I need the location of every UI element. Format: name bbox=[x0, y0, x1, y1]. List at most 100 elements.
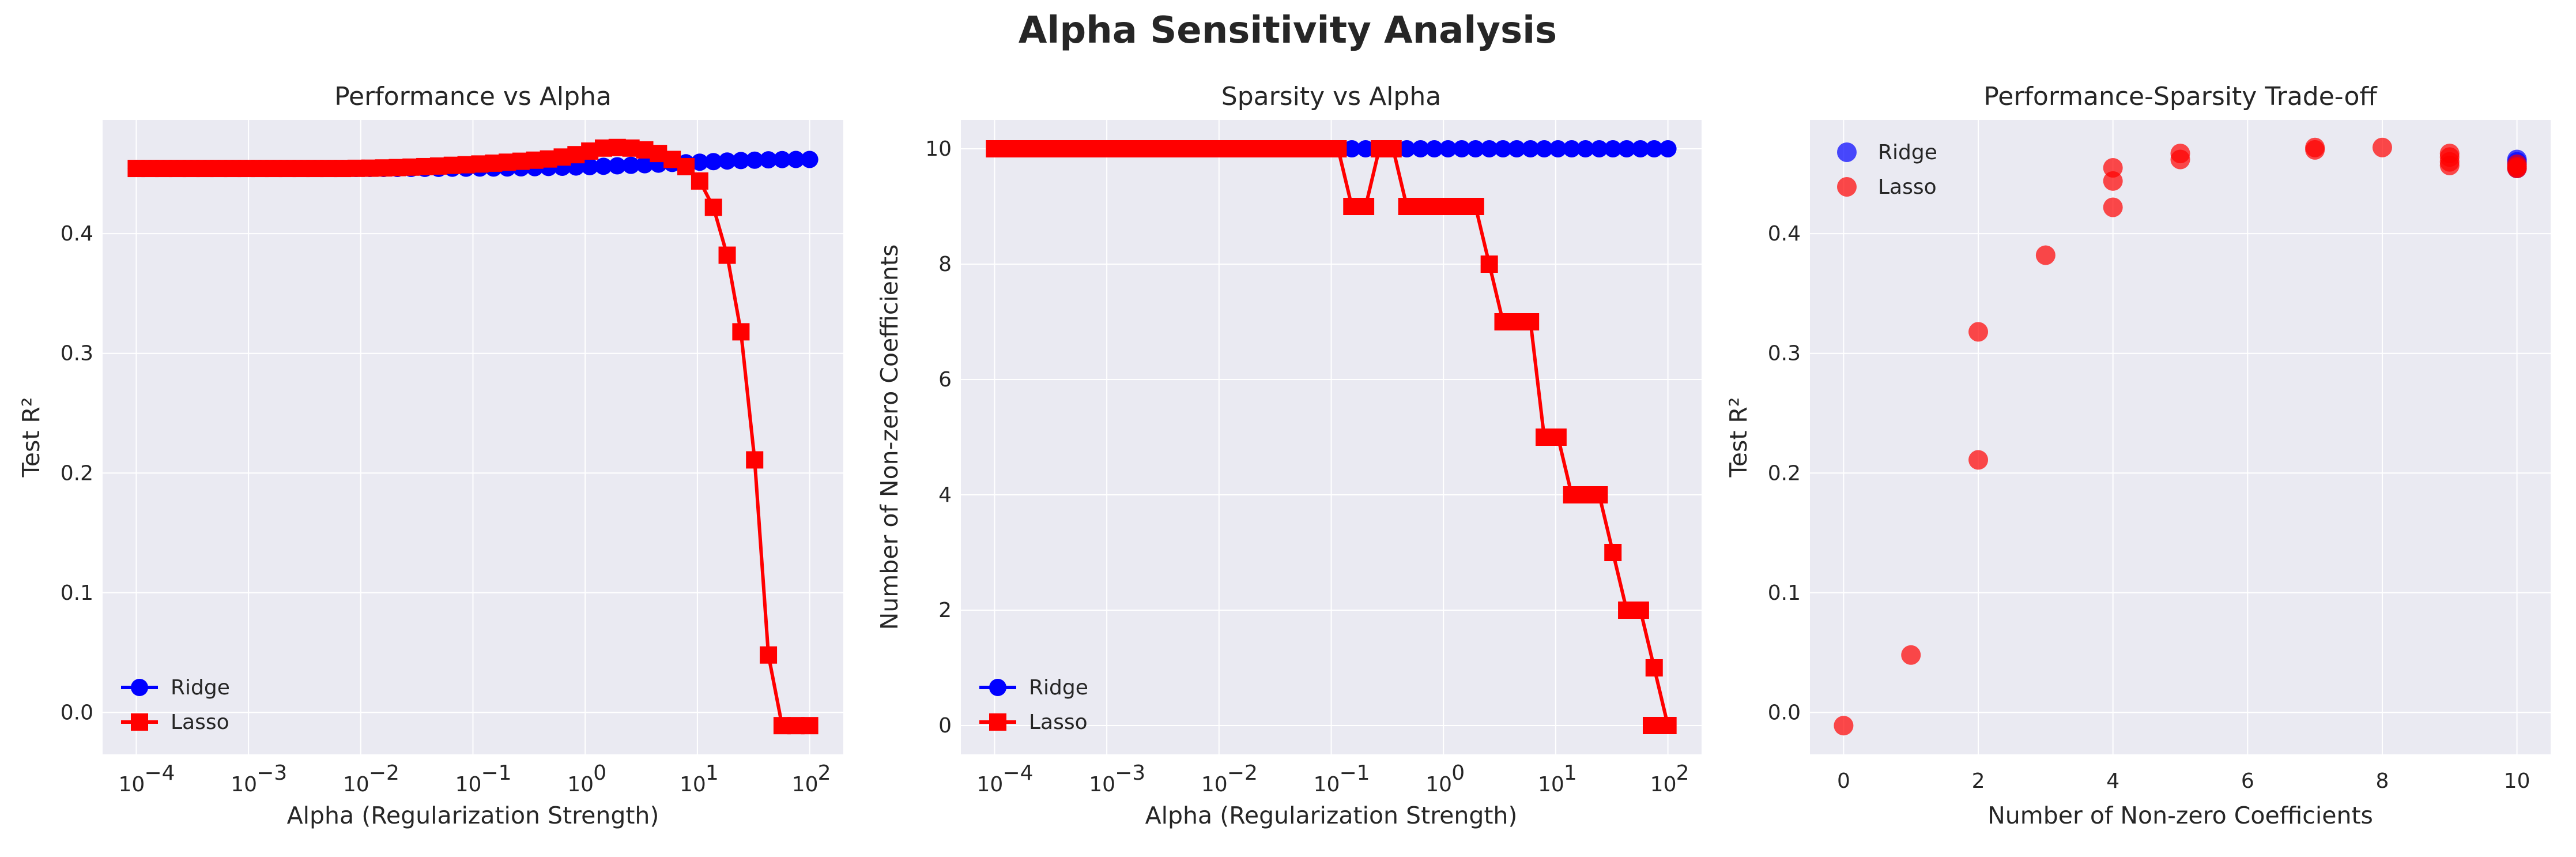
x-tick-label: 10 bbox=[1650, 773, 1677, 796]
legend-label: Ridge bbox=[1878, 141, 1937, 164]
point-lasso bbox=[746, 451, 764, 469]
x-tick-label: 10 bbox=[567, 773, 594, 796]
panel-title: Sparsity vs Alpha bbox=[1221, 82, 1441, 111]
point-lasso bbox=[732, 323, 750, 341]
x-tick-label: 8 bbox=[2376, 769, 2389, 793]
y-tick-label: 0.1 bbox=[61, 581, 93, 605]
x-axis-label: Number of Non-zero Coefficients bbox=[1987, 802, 2373, 829]
x-tick-label: 10 bbox=[1314, 773, 1340, 796]
point-ridge bbox=[594, 157, 612, 175]
point-lasso bbox=[691, 172, 708, 190]
point-lasso bbox=[2305, 140, 2325, 160]
point-ridge bbox=[1412, 140, 1430, 157]
point-ridge bbox=[1508, 140, 1526, 157]
point-ridge bbox=[760, 151, 778, 169]
x-tick-label: 10 bbox=[2504, 769, 2530, 793]
point-lasso bbox=[1466, 198, 1484, 215]
y-tick-label: 2 bbox=[938, 599, 952, 622]
x-tick-exponent: −1 bbox=[481, 761, 512, 785]
y-tick-label: 0.3 bbox=[1768, 342, 1801, 366]
x-tick-label: 4 bbox=[2106, 769, 2119, 793]
point-ridge bbox=[1480, 140, 1498, 157]
point-lasso bbox=[704, 198, 722, 216]
point-ridge bbox=[1425, 140, 1443, 157]
point-ridge bbox=[691, 153, 708, 171]
point-lasso bbox=[1522, 313, 1540, 330]
legend-label: Ridge bbox=[1029, 676, 1088, 700]
y-tick-label: 0.0 bbox=[1768, 701, 1801, 724]
point-lasso bbox=[1834, 716, 1854, 736]
point-ridge bbox=[746, 151, 764, 169]
point-ridge bbox=[1536, 140, 1553, 157]
x-tick-label: 10 bbox=[119, 773, 145, 796]
x-tick-exponent: −2 bbox=[1227, 761, 1258, 785]
x-tick-label: 10 bbox=[1425, 773, 1452, 796]
legend-label: Lasso bbox=[1878, 175, 1937, 199]
x-tick-label: 10 bbox=[977, 773, 1004, 796]
x-tick-label: 10 bbox=[231, 773, 257, 796]
point-lasso bbox=[1631, 602, 1649, 619]
y-tick-label: 6 bbox=[938, 368, 952, 392]
figure-suptitle: Alpha Sensitivity Analysis bbox=[1019, 9, 1557, 52]
y-axis-label: Number of Non-zero Coefficients bbox=[876, 245, 903, 630]
x-tick-exponent: 2 bbox=[1676, 761, 1689, 785]
point-ridge bbox=[1494, 140, 1512, 157]
legend-label: Ridge bbox=[171, 676, 230, 700]
point-ridge bbox=[773, 151, 791, 168]
point-lasso bbox=[1901, 645, 1921, 665]
point-ridge bbox=[1453, 140, 1470, 157]
x-axis-label: Alpha (Regularization Strength) bbox=[287, 802, 659, 829]
y-tick-label: 0.2 bbox=[1768, 461, 1801, 485]
point-lasso bbox=[1480, 255, 1498, 273]
x-tick-label: 10 bbox=[680, 773, 706, 796]
legend-marker bbox=[989, 713, 1006, 731]
point-ridge bbox=[622, 156, 640, 174]
point-lasso bbox=[1968, 450, 1989, 470]
y-tick-label: 4 bbox=[938, 483, 952, 507]
y-tick-label: 10 bbox=[925, 137, 952, 161]
point-ridge bbox=[787, 151, 805, 168]
y-axis-label: Test R² bbox=[17, 397, 45, 478]
x-tick-label: 10 bbox=[1089, 773, 1115, 796]
point-ridge bbox=[1576, 140, 1594, 157]
y-axis-label: Test R² bbox=[1725, 397, 1752, 478]
point-lasso bbox=[1384, 140, 1402, 157]
legend-marker bbox=[131, 679, 148, 696]
x-tick-label: 10 bbox=[343, 773, 369, 796]
point-ridge bbox=[1645, 140, 1663, 157]
point-lasso bbox=[1604, 544, 1622, 561]
x-tick-label: 2 bbox=[1972, 769, 1985, 793]
point-lasso bbox=[801, 717, 819, 735]
point-ridge bbox=[1357, 140, 1375, 157]
x-tick-label: 10 bbox=[1538, 773, 1564, 796]
panel-title: Performance vs Alpha bbox=[334, 82, 612, 111]
point-ridge bbox=[801, 151, 819, 168]
point-ridge bbox=[1563, 140, 1581, 157]
point-ridge bbox=[1522, 140, 1540, 157]
y-tick-label: 0.2 bbox=[61, 461, 93, 485]
legend-marker bbox=[131, 713, 148, 731]
point-ridge bbox=[1618, 140, 1636, 157]
point-lasso bbox=[2103, 171, 2123, 191]
point-lasso bbox=[760, 646, 778, 664]
x-tick-exponent: −1 bbox=[1340, 761, 1370, 785]
point-lasso bbox=[2439, 155, 2460, 175]
point-lasso bbox=[1329, 140, 1347, 157]
point-lasso bbox=[1357, 198, 1375, 215]
x-tick-exponent: −3 bbox=[1115, 761, 1145, 785]
point-ridge bbox=[608, 157, 626, 175]
y-tick-label: 0 bbox=[938, 714, 952, 738]
point-lasso bbox=[2170, 149, 2190, 170]
panel-performance-sparsity-tradeoff: 0.0 0.1 0.2 0.3 0.4 0 2 4 6 8 10 Performance-Sparsi… bbox=[1725, 82, 2551, 829]
point-ridge bbox=[732, 152, 750, 170]
x-tick-exponent: −4 bbox=[1002, 761, 1033, 785]
y-tick-label: 0.3 bbox=[61, 342, 93, 366]
point-lasso bbox=[718, 246, 736, 264]
y-tick-label: 0.1 bbox=[1768, 581, 1801, 605]
y-tick-label: 8 bbox=[938, 253, 952, 276]
x-tick-label: 10 bbox=[1201, 773, 1228, 796]
point-ridge bbox=[1343, 140, 1361, 157]
legend: Ridge Lasso bbox=[121, 676, 230, 734]
legend-marker bbox=[989, 679, 1006, 696]
